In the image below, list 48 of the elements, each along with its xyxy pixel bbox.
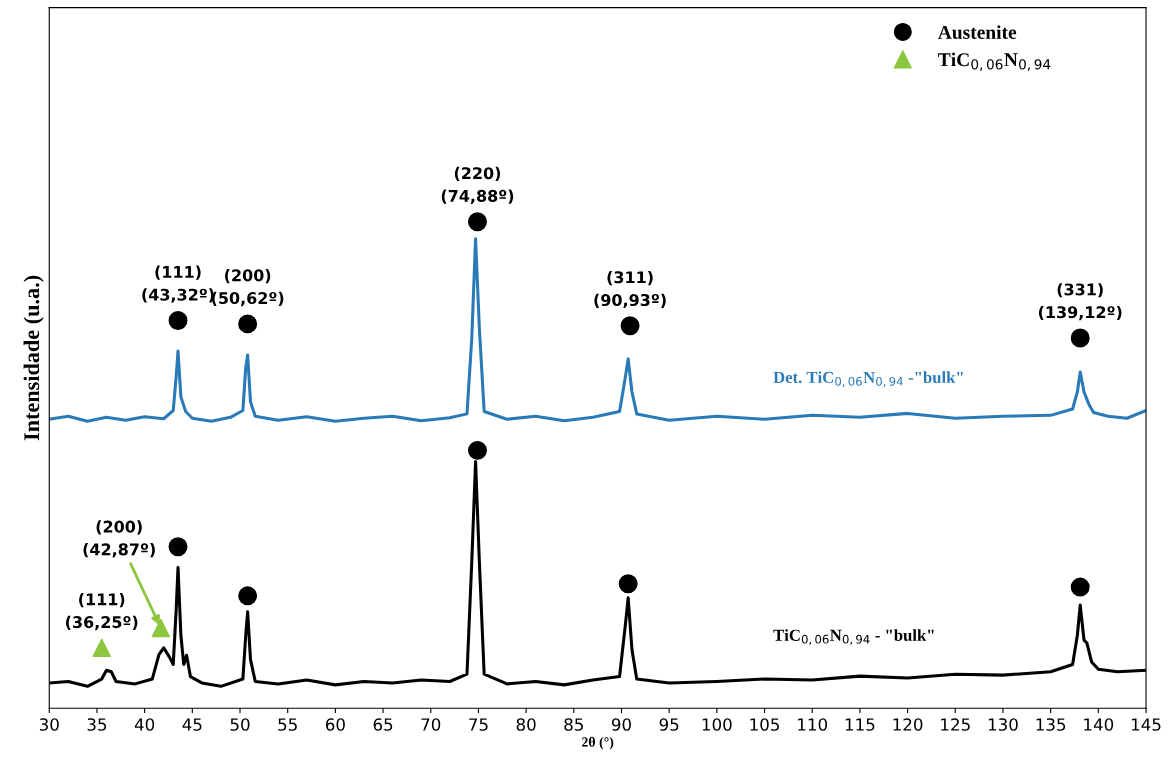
point [1070,328,1090,348]
annotation: (331) (139,12º) [1038,283,1122,321]
annotation: (111) (43,32º) [142,265,214,303]
point [92,638,111,658]
x-tick-label: 110 [798,718,828,731]
annotation: (200) (42,87º) [83,520,155,558]
x-tick-label: 130 [988,718,1018,731]
x-tick-label: 65 [373,718,393,731]
x-tick-label: 125 [941,718,970,731]
x-tick-label: 85 [564,718,583,731]
x-tick-label: 70 [421,718,441,731]
point [467,212,487,232]
point [168,537,188,557]
series-label: Det. TiC$_{0,06}$N$_{0,94}$ -"bulk" [773,371,963,387]
x-tick-label: 100 [702,718,732,731]
legend-label: Austenite [938,25,1017,39]
x-tick-label: 135 [1036,718,1066,731]
x-tick-label: 90 [611,718,631,731]
x-tick-label: 55 [278,718,297,731]
x-tick-label: 145 [1131,718,1161,731]
point [620,316,640,336]
point [238,586,258,606]
point [238,314,258,334]
point [151,618,171,638]
annotation: (311) (90,93º) [594,270,666,309]
x-tick-label: 40 [134,718,155,731]
x-tick-label: 35 [87,718,107,731]
point [618,574,638,594]
point [168,310,188,330]
x-tick-label: 140 [1084,718,1114,731]
x-axis-title: 2θ (°) [581,736,614,750]
x-tick-label: 50 [230,718,250,731]
x-tick-label: 30 [39,718,59,731]
point [467,440,487,460]
x-tick-label: 105 [750,718,779,731]
x-tick-label: 60 [325,718,345,731]
y-axis-title: Intensidade (u.a.) [23,275,44,441]
x-tick-label: 45 [182,718,202,731]
x-tick-label: 95 [659,718,679,731]
x-tick-label: 115 [845,718,875,731]
point [1070,577,1090,597]
x-tick-label: 120 [893,718,923,731]
x-tick-label: 80 [516,718,536,731]
x-tick-label: 75 [469,718,488,731]
annotation: (111) (36,25º) [66,593,138,631]
legend-label: TiC$_{0,06}$N$_{0,94}$ [938,52,1051,71]
annotation: (220) (74,88º) [441,166,514,204]
series-label: TiC$_{0,06}$N$_{0,94}$ - "bulk" [773,629,934,645]
